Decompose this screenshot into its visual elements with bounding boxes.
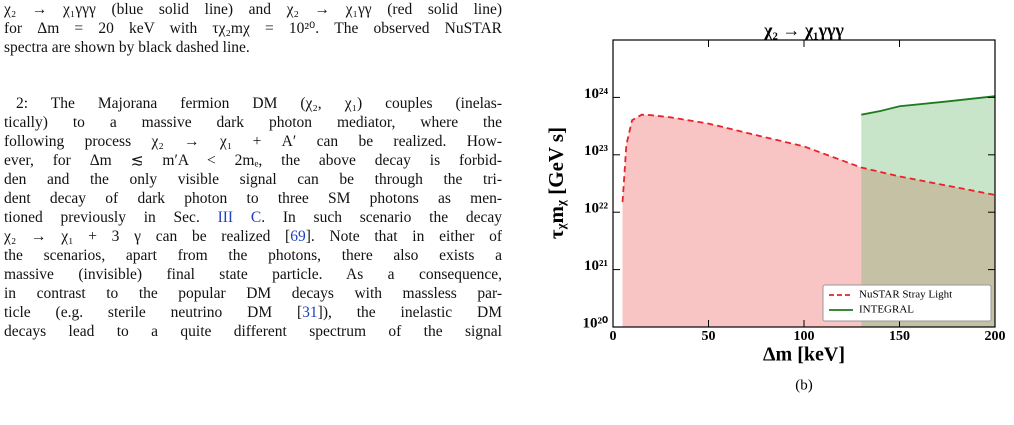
figure-label: (b) xyxy=(795,377,813,393)
legend-box xyxy=(822,284,992,322)
text-span: ]. Note that in either of xyxy=(305,228,502,245)
text-span: χ₂ → χ₁γγγ (blue solid line) and χ₂ → χ₁… xyxy=(4,1,502,18)
reference-link[interactable]: III C xyxy=(217,209,262,226)
text-line: χ₂ → χ₁γγγ (blue solid line) and χ₂ → χ₁… xyxy=(4,0,502,19)
y-tick-label: 10²² xyxy=(584,201,608,217)
chart-title: χ₂ → χ₁γγγ xyxy=(763,20,844,40)
text-span: dent decay of dark photon to three SM ph… xyxy=(4,190,502,207)
text-span: ]), the inelastic DM xyxy=(317,304,502,321)
area xyxy=(861,96,995,327)
text-span: for Δm = 20 keV with τχ₂mχ = 10²⁰. The o… xyxy=(4,20,502,37)
text-span: den and the only visible signal can be t… xyxy=(4,171,502,188)
text-span: decays lead to a quite different spectru… xyxy=(4,323,502,340)
text-span: spectra are shown by black dashed line. xyxy=(4,39,250,56)
y-tick-label: 10²⁴ xyxy=(584,86,608,102)
reference-link[interactable]: 31 xyxy=(302,304,318,321)
x-tick-label: 100 xyxy=(794,329,815,344)
x-tick-label: 200 xyxy=(985,329,1006,344)
text-span: tically) to a massive dark photon mediat… xyxy=(4,114,502,131)
y-tick-label: 10²³ xyxy=(584,143,608,159)
text-span: massive (invisible) final state particle… xyxy=(4,266,502,283)
text-span: ever, for Δm ≲ m′A < 2mₑ, the above deca… xyxy=(4,152,502,169)
text-line: dent decay of dark photon to three SM ph… xyxy=(4,189,502,208)
line xyxy=(861,95,996,116)
text-span: following process χ₂ → χ₁ + A′ can be re… xyxy=(4,133,502,150)
x-axis-label: Δm [keV] xyxy=(763,344,845,366)
text-line: following process χ₂ → χ₁ + A′ can be re… xyxy=(4,132,502,151)
text-line: for Δm = 20 keV with τχ₂mχ = 10²⁰. The o… xyxy=(4,19,502,38)
text-span: 2: The Majorana fermion DM (χ₂, χ₁) coup… xyxy=(16,95,502,112)
figure-caption: χ₂ → χ₁γγγ (blue solid line) and χ₂ → χ₁… xyxy=(4,0,502,57)
text-line: tioned previously in Sec. III C. In such… xyxy=(4,208,502,227)
area xyxy=(622,114,995,327)
text-line: massive (invisible) final state particle… xyxy=(4,265,502,284)
x-tick-label: 0 xyxy=(610,329,617,344)
y-tick-label: 10²¹ xyxy=(584,258,608,274)
text-span: the scenarios, apart from the photons, t… xyxy=(4,247,502,264)
text-line: spectra are shown by black dashed line. xyxy=(4,38,502,57)
text-line: ever, for Δm ≲ m′A < 2mₑ, the above deca… xyxy=(4,151,502,170)
text-line: ticle (e.g. sterile neutrino DM [31]), t… xyxy=(4,303,502,322)
legend-label: INTEGRAL xyxy=(859,304,914,316)
text-line: decays lead to a quite different spectru… xyxy=(4,322,502,341)
text-line: χ₂ → χ₁ + 3 γ can be realized [69]. Note… xyxy=(4,227,502,246)
legend-label: NuSTAR Stray Light xyxy=(859,289,952,301)
x-tick-label: 150 xyxy=(889,329,910,344)
text-span: in contrast to the popular DM decays wit… xyxy=(4,285,502,302)
text-line: 2: The Majorana fermion DM (χ₂, χ₁) coup… xyxy=(4,94,502,113)
line xyxy=(621,113,996,203)
chart: χ₂ → χ₁γγγ Δm [keV] (b) τᵪmᵪ [GeV s] 0 50… xyxy=(544,20,1006,393)
body-paragraph: 2: The Majorana fermion DM (χ₂, χ₁) coup… xyxy=(4,94,502,341)
text-line: tically) to a massive dark photon mediat… xyxy=(4,113,502,132)
text-line: in contrast to the popular DM decays wit… xyxy=(4,284,502,303)
text-span: ticle (e.g. sterile neutrino DM [ xyxy=(4,304,303,321)
y-axis-label: τᵪmᵪ [GeV s] xyxy=(544,127,568,239)
y-tick-label: 10²⁰ xyxy=(582,315,608,331)
text-span: χ₂ → χ₁ + 3 γ can be realized [ xyxy=(4,228,291,245)
x-tick-label: 50 xyxy=(702,329,716,344)
text-span: . In such scenario the decay xyxy=(261,209,502,226)
text-line: the scenarios, apart from the photons, t… xyxy=(4,246,502,265)
reference-link[interactable]: 69 xyxy=(290,228,306,245)
text-line: den and the only visible signal can be t… xyxy=(4,170,502,189)
text-span: tioned previously in Sec. xyxy=(4,209,218,226)
